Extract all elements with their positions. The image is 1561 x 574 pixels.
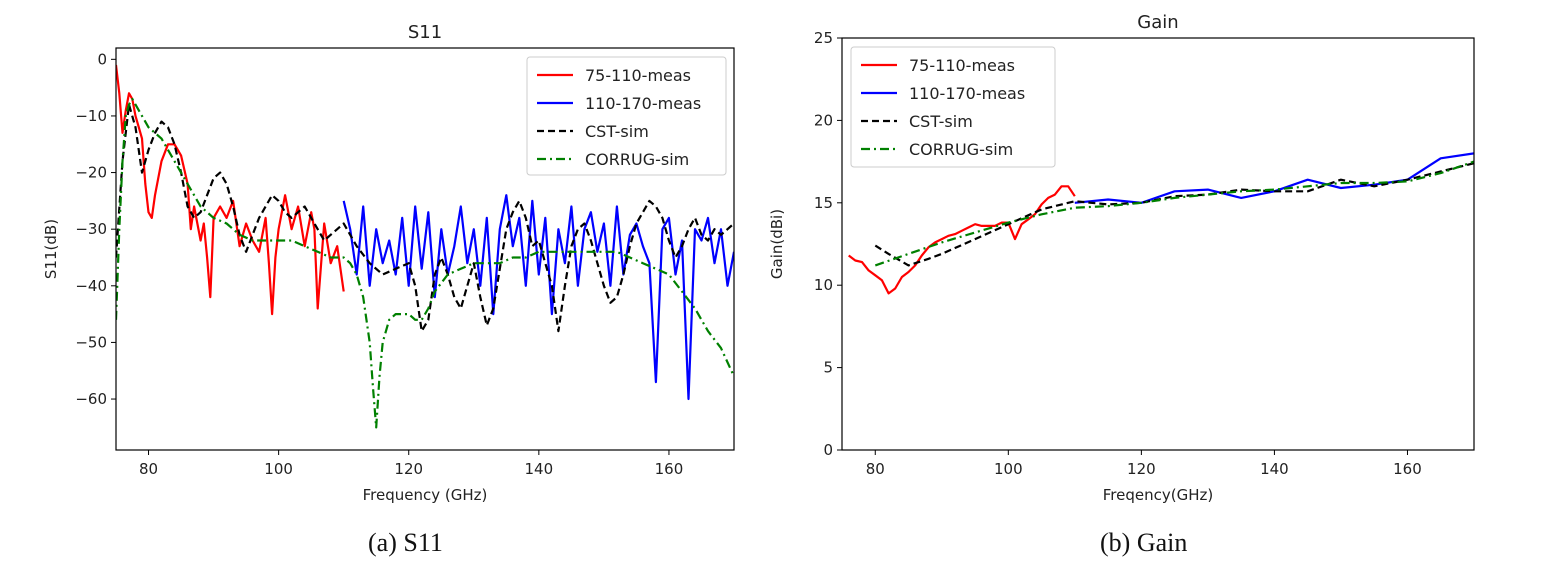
chart1-legend-label: 110-170-meas	[585, 94, 701, 113]
chart2-series-75-110-meas-line	[848, 185, 1076, 295]
chart1-ytick-label: −30	[75, 220, 107, 238]
chart2-ytick-label: 0	[823, 441, 833, 459]
chart1-ytick-label: −40	[75, 277, 107, 295]
chart1-series-110-170-meas-line	[342, 194, 734, 401]
chart2-legend-label: CST-sim	[909, 112, 973, 131]
chart1-legend-label: CORRUG-sim	[585, 150, 689, 169]
chart2-xtick-label: 120	[1127, 460, 1156, 478]
chart1-xtick-label: 140	[525, 460, 554, 478]
chart1-ytick-label: −10	[75, 107, 107, 125]
chart1-plot-frame	[115, 47, 735, 451]
chart1-ylabel: S11(dB)	[42, 219, 60, 279]
chart1-series-corrug-sim-line	[116, 97, 734, 429]
chart1-legend-box	[526, 56, 727, 176]
chart2-ytick-label: 10	[814, 276, 833, 294]
chart1-group: 80 100 120 140 160 0 −10 −20 −30 −40 −50 −60 S11 Freq…	[42, 22, 735, 504]
chart2-legend-box	[850, 46, 1056, 168]
chart2-series-corrug-sim-line	[874, 160, 1474, 267]
chart2-xtick-label: 80	[866, 460, 885, 478]
chart1-series-75-110-meas-line	[116, 64, 345, 316]
chart2-legend-label: 75-110-meas	[909, 56, 1015, 75]
chart1-ytick-label: −60	[75, 390, 107, 408]
chart1-xtick-label: 160	[655, 460, 684, 478]
chart1-xlabel: Frequency (GHz)	[363, 486, 488, 504]
caption-a: (a) S11	[368, 528, 443, 557]
chart1-ytick-label: 0	[97, 50, 107, 68]
chart2-ytick-label: 5	[823, 359, 833, 377]
chart1-title: S11	[408, 22, 442, 43]
chart2-ytick-label: 15	[814, 194, 833, 212]
chart1-xtick-label: 100	[264, 460, 293, 478]
chart2-xtick-label: 160	[1393, 460, 1422, 478]
caption-b: (b) Gain	[1100, 528, 1188, 557]
chart2-series-cst-sim-line	[874, 162, 1474, 267]
chart2-title: Gain	[1137, 12, 1178, 33]
chart2-plot-frame	[841, 37, 1475, 451]
chart2-ytick-label: 20	[814, 111, 833, 129]
chart1-xtick-label: 80	[139, 460, 158, 478]
chart2-ylabel: Gain(dBi)	[768, 209, 786, 279]
chart2-group: 80 100 120 140 160 0 5 10 15 20 25 Gain Freqency(GHz…	[768, 12, 1475, 504]
chart1-legend-label: CST-sim	[585, 122, 649, 141]
chart1-ytick-label: −20	[75, 164, 107, 182]
chart2-legend-label: 110-170-meas	[909, 84, 1025, 103]
chart2-legend-label: CORRUG-sim	[909, 140, 1013, 159]
chart1-xtick-label: 120	[394, 460, 423, 478]
chart2-xtick-label: 100	[994, 460, 1023, 478]
chart1-legend-label: 75-110-meas	[585, 66, 691, 85]
chart2-ytick-label: 25	[814, 29, 833, 47]
chart1-ytick-label: −50	[75, 333, 107, 351]
chart2-xlabel: Freqency(GHz)	[1103, 486, 1213, 504]
chart2-xtick-label: 140	[1260, 460, 1289, 478]
